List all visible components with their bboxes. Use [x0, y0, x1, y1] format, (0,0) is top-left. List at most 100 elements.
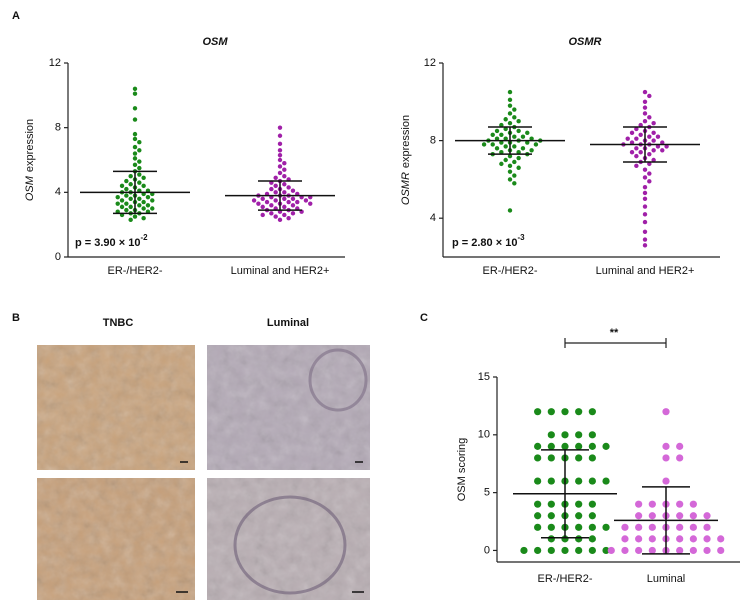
data-point: [507, 103, 513, 108]
data-point: [689, 512, 697, 520]
data-point: [534, 454, 542, 462]
data-point: [534, 512, 542, 520]
data-point: [290, 188, 296, 193]
data-point: [132, 214, 138, 219]
data-point: [141, 199, 146, 205]
data-point: [575, 477, 583, 485]
data-point: [137, 196, 142, 201]
p-value: p = 3.90 × 10-2: [75, 233, 148, 249]
data-point: [264, 199, 270, 205]
data-point: [286, 185, 291, 190]
data-point: [269, 211, 274, 216]
data-point: [547, 454, 555, 462]
data-point: [647, 171, 652, 176]
y-axis-label-text: expression: [24, 119, 36, 172]
data-point: [642, 243, 648, 248]
data-point: [664, 144, 669, 149]
data-point: [290, 203, 296, 208]
data-point: [286, 199, 291, 205]
panel-label: B: [12, 312, 20, 324]
data-point: [534, 523, 542, 531]
data-point: [689, 523, 697, 531]
data-point: [132, 91, 138, 96]
data-point: [150, 206, 155, 211]
data-point: [137, 159, 142, 164]
data-point: [703, 535, 711, 543]
y-tick-label: 0: [55, 251, 61, 263]
data-point: [503, 136, 508, 141]
x-tick-label: Luminal and HER2+: [231, 265, 330, 277]
data-point: [507, 177, 513, 182]
data-point: [269, 203, 274, 208]
data-point: [273, 214, 278, 219]
data-point: [651, 148, 656, 153]
data-point: [588, 535, 596, 543]
data-point: [507, 153, 513, 159]
data-point: [602, 477, 610, 485]
data-point: [256, 201, 261, 206]
column-title: TNBC: [103, 317, 134, 329]
data-point: [703, 523, 711, 531]
data-point: [251, 198, 257, 203]
data-point: [499, 140, 504, 145]
data-point: [137, 172, 142, 177]
data-point: [638, 150, 643, 155]
data-point: [286, 216, 291, 221]
data-point: [547, 408, 555, 416]
data-point: [561, 546, 569, 555]
y-axis-label-text: expression: [400, 115, 412, 168]
data-point: [629, 130, 635, 136]
panel-label: C: [420, 312, 428, 324]
data-point: [282, 173, 287, 179]
data-point: [516, 128, 521, 134]
micrographs: [37, 345, 370, 600]
data-point: [520, 134, 526, 139]
data-point: [588, 431, 596, 439]
data-point: [499, 132, 504, 137]
data-point: [638, 132, 643, 137]
y-tick-label: 4: [430, 212, 436, 224]
data-point: [525, 130, 530, 136]
data-point: [507, 169, 513, 174]
y-tick-label: 8: [55, 122, 61, 134]
data-point: [651, 157, 656, 163]
y-axis-label: OSM expression: [24, 119, 36, 201]
data-point: [655, 134, 661, 139]
y-axis-label: OSM scoring: [456, 438, 468, 502]
data-point: [648, 500, 656, 508]
data-point: [520, 146, 526, 151]
data-point: [494, 136, 500, 141]
data-point: [635, 512, 643, 520]
data-point: [499, 150, 504, 155]
data-point: [512, 144, 517, 149]
data-point: [588, 523, 596, 531]
data-point: [635, 546, 643, 555]
y-tick-label: 15: [478, 371, 490, 383]
data-point: [651, 130, 656, 136]
data-point: [507, 163, 513, 169]
data-point: [547, 546, 555, 555]
data-point: [689, 500, 697, 508]
p-value-exponent: -3: [517, 233, 525, 242]
data-point: [588, 477, 596, 485]
panel-label: A: [12, 10, 20, 22]
data-point: [499, 161, 504, 167]
data-point: [282, 190, 287, 195]
data-point: [534, 408, 542, 416]
data-point: [676, 454, 684, 462]
p-value: p = 2.80 × 10-3: [452, 233, 525, 249]
data-point: [128, 173, 133, 179]
x-tick-label: Luminal: [647, 573, 686, 585]
data-point: [642, 212, 648, 217]
data-point: [575, 408, 583, 416]
data-point: [642, 196, 648, 201]
data-point: [676, 546, 684, 555]
data-point: [689, 546, 697, 555]
data-point: [534, 477, 542, 485]
data-point: [516, 155, 521, 161]
data-point: [703, 546, 711, 555]
data-point: [132, 117, 138, 122]
data-point: [717, 535, 725, 543]
data-point: [547, 477, 555, 485]
data-point: [124, 201, 129, 206]
